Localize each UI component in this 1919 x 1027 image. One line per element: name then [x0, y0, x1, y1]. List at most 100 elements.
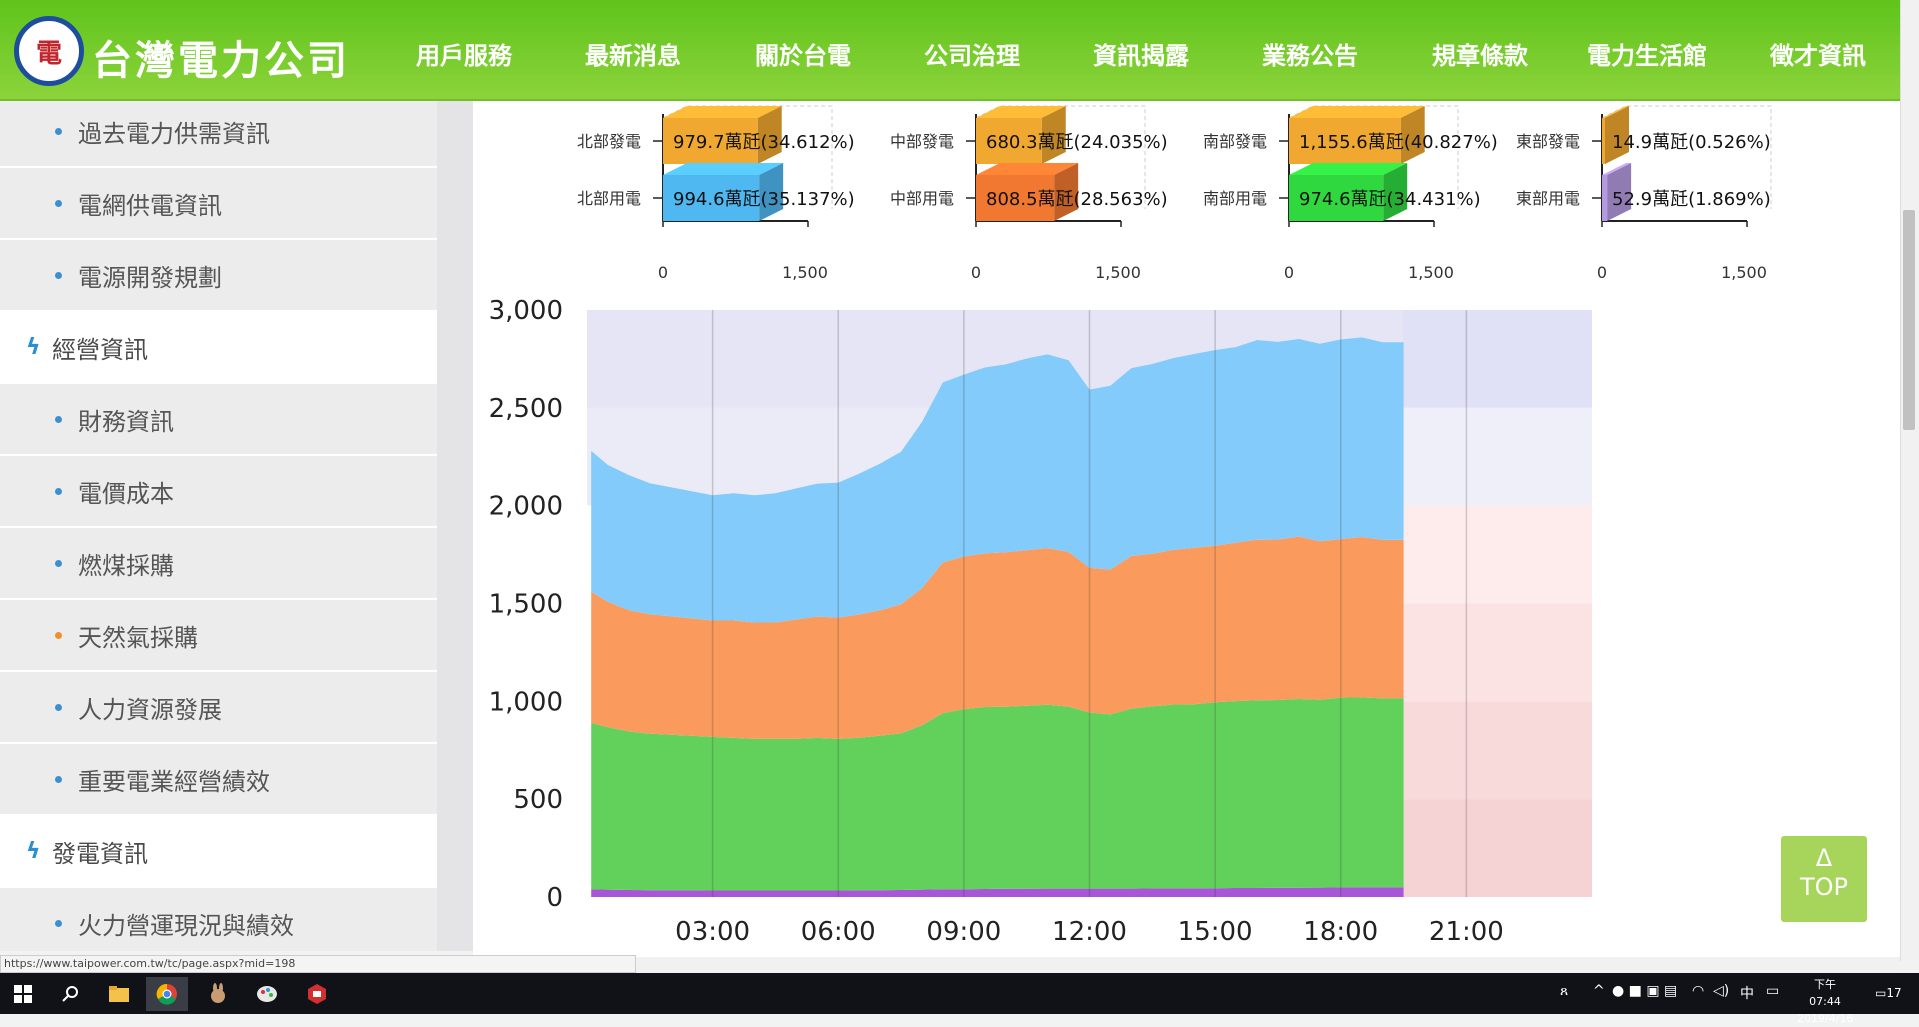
category-label: 北部用電 — [577, 189, 641, 208]
bar-side-face — [759, 163, 784, 221]
sidebar-item-thermal-operations[interactable]: 火力營運現況與績效 — [0, 888, 437, 951]
category-label: 中部發電 — [890, 132, 954, 151]
y-tick-label: 0 — [546, 883, 563, 913]
tray-app-icons[interactable]: ● ■ ▣ ▤ — [1612, 983, 1678, 999]
y-tick-label: 1,000 — [489, 687, 563, 717]
bar-top-face — [976, 106, 1066, 118]
sidebar-item-hr-development[interactable]: 人力資源發展 — [0, 672, 437, 744]
chart-frame — [1601, 105, 1772, 209]
clock-time: 下午 07:44 — [1809, 978, 1841, 1008]
chevron-up-icon[interactable]: ^ — [1593, 983, 1605, 999]
bar-front — [1289, 118, 1401, 164]
x-tick-label: 06:00 — [801, 917, 876, 947]
sidebar-item-past-supply[interactable]: 過去電力供需資訊 — [0, 101, 437, 168]
keyboard-icon[interactable]: ▭ — [1766, 983, 1780, 999]
chrome-icon[interactable] — [146, 977, 188, 1011]
sidebar-category-generation[interactable]: ϟ 發電資訊 — [0, 816, 437, 888]
data-label: 974.6萬瓩(34.431%) — [1299, 189, 1481, 210]
regional-chart-4: 0 1,500 東部發電 14.9萬瓩(0.526%) 東部用電 52.9萬瓩(1.869… — [1516, 105, 1772, 282]
bar-side-face — [757, 106, 782, 164]
x-tick-label: 1,500 — [1408, 263, 1454, 282]
nav-disclosure[interactable]: 資訊揭露 — [1093, 42, 1189, 70]
back-to-top-button[interactable]: Δ TOP — [1781, 836, 1867, 922]
app-rabbit-icon[interactable] — [197, 977, 239, 1011]
nav-announcements[interactable]: 業務公告 — [1262, 42, 1358, 70]
category-label: 南部用電 — [1203, 189, 1267, 208]
bullet-dot — [55, 271, 62, 279]
nav-latest-news[interactable]: 最新消息 — [585, 42, 681, 70]
bar-top-face — [663, 163, 784, 175]
sidebar-item-power-development[interactable]: 電源開發規劃 — [0, 240, 437, 312]
nav-user-services[interactable]: 用戶服務 — [416, 42, 512, 70]
nav-careers[interactable]: 徵才資訊 — [1770, 42, 1866, 70]
notification-icon[interactable]: ▭17 — [1875, 986, 1902, 1000]
bar-side-face — [1605, 106, 1629, 164]
wifi-icon[interactable]: ◠ — [1692, 983, 1705, 999]
bar-top-face — [1602, 106, 1629, 118]
x-tick-label: 1,500 — [782, 263, 828, 282]
sidebar-item-label: 財務資訊 — [78, 407, 174, 436]
people-icon[interactable]: ጸ — [1560, 983, 1569, 999]
vertical-scrollbar[interactable] — [1900, 0, 1919, 961]
bullet-dot — [55, 919, 62, 927]
data-label: 994.6萬瓩(35.137%) — [673, 189, 855, 210]
notification-count: 17 — [1886, 986, 1902, 1000]
bullet-dot — [55, 775, 62, 783]
scrollbar-thumb[interactable] — [1903, 210, 1915, 430]
sidebar-category-business[interactable]: ϟ 經營資訊 — [0, 312, 437, 384]
volume-icon[interactable]: ◁) — [1713, 983, 1730, 999]
app-red-icon[interactable] — [296, 977, 338, 1011]
series-area-4 — [591, 337, 1404, 623]
y-tick-label: 500 — [513, 785, 563, 815]
search-icon[interactable] — [50, 977, 92, 1011]
category-label: 中部用電 — [890, 189, 954, 208]
clock-date: 2019/4/16 — [1797, 1012, 1854, 1025]
category-label: 東部用電 — [1516, 189, 1580, 208]
nav-about[interactable]: 關於台電 — [755, 42, 851, 70]
bullet-dot — [55, 199, 62, 207]
sidebar-item-finance[interactable]: 財務資訊 — [0, 384, 437, 456]
sidebar-item-gas-procurement[interactable]: 天然氣採購 — [0, 600, 437, 672]
bar-side-face — [1383, 163, 1408, 221]
brand-name[interactable]: 台灣電力公司 — [92, 37, 350, 84]
y-tick-label: 2,000 — [489, 492, 563, 522]
bar-front — [976, 175, 1055, 221]
data-label: 14.9萬瓩(0.526%) — [1612, 132, 1771, 153]
taipower-logo[interactable]: 電 — [14, 16, 84, 86]
nav-governance[interactable]: 公司治理 — [924, 42, 1020, 70]
bullet-dot — [55, 487, 62, 495]
input-method-indicator[interactable]: 中 — [1740, 986, 1754, 1002]
data-label: 52.9萬瓩(1.869%) — [1612, 189, 1771, 210]
bar-front — [976, 118, 1042, 164]
bullet-dot-active — [55, 631, 62, 639]
series-area-2 — [591, 697, 1404, 891]
lightning-icon: ϟ — [26, 838, 41, 864]
windows-taskbar: ጸ ^ ● ■ ▣ ▤ ◠ ◁) 中 ▭ 下午 07:44 2019/4/16 … — [0, 973, 1919, 1025]
bar-front — [663, 118, 758, 164]
app-palette-icon[interactable] — [246, 977, 288, 1011]
sidebar-item-coal-procurement[interactable]: 燃煤採購 — [0, 528, 437, 600]
nav-regulations[interactable]: 規章條款 — [1432, 42, 1528, 70]
series-area-3 — [591, 536, 1404, 739]
x-tick-label: 12:00 — [1052, 917, 1127, 947]
x-tick-label: 0 — [658, 263, 668, 282]
file-explorer-icon[interactable] — [98, 977, 140, 1011]
system-clock[interactable]: 下午 07:44 2019/4/16 — [1797, 976, 1853, 1027]
x-tick-label: 0 — [971, 263, 981, 282]
nav-power-life[interactable]: 電力生活館 — [1587, 42, 1707, 70]
sidebar-item-key-performance[interactable]: 重要電業經營績效 — [0, 744, 437, 816]
status-bar-url: https://www.taipower.com.tw/tc/page.aspx… — [0, 955, 636, 973]
y-tick-label: 1,500 — [489, 590, 563, 620]
x-tick-label: 03:00 — [675, 917, 750, 947]
sidebar-item-grid-supply[interactable]: 電網供電資訊 — [0, 168, 437, 240]
sidebar-gutter — [437, 101, 473, 951]
data-label: 680.3萬瓩(24.035%) — [986, 132, 1168, 153]
bar-top-face — [976, 163, 1079, 175]
bar-top-face — [1289, 106, 1425, 118]
x-tick-label: 1,500 — [1095, 263, 1141, 282]
category-label: 東部發電 — [1516, 132, 1580, 151]
sidebar-item-tariff-cost[interactable]: 電價成本 — [0, 456, 437, 528]
sidebar-item-label: 燃煤採購 — [78, 551, 174, 580]
sidebar-item-label: 電網供電資訊 — [78, 191, 222, 220]
windows-start-icon[interactable] — [2, 977, 44, 1011]
